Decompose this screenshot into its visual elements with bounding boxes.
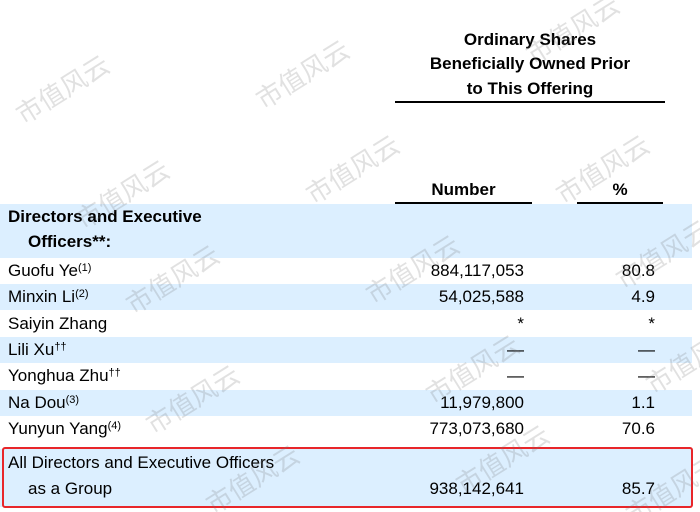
column-rule — [395, 202, 532, 204]
share-number: 884,117,053 — [430, 261, 524, 280]
share-percent: * — [648, 313, 655, 333]
person-name: Yunyun Yang(4) — [8, 419, 121, 439]
footnote-mark: †† — [54, 340, 67, 353]
share-number: 54,025,588 — [438, 287, 524, 307]
footnote-mark: †† — [108, 367, 121, 380]
share-number: * — [517, 313, 524, 333]
total-label: as a Group — [28, 479, 113, 498]
person-name: Na Dou(3) — [8, 393, 79, 413]
footnote-mark: (2) — [75, 288, 89, 301]
watermark: 市值风云 — [11, 50, 116, 131]
share-number: 11,979,800 — [440, 392, 524, 412]
share-percent: 70.6 — [621, 418, 655, 438]
section-label: Directors and Executive — [8, 207, 202, 226]
name-text: Na Dou — [8, 392, 66, 412]
share-number: 773,073,680 — [429, 418, 524, 438]
name-text: Lili Xu — [8, 339, 55, 359]
header-title: Beneficially Owned Prior — [429, 54, 631, 73]
column-rule — [577, 202, 663, 204]
share-percent: 4.9 — [631, 287, 655, 307]
share-number: — — [507, 339, 524, 359]
person-name: Minxin Li(2) — [8, 287, 89, 307]
person-name: Saiyin Zhang — [8, 314, 107, 334]
watermark: 市值风云 — [301, 130, 406, 211]
section-row: Directors and Executive Officers**: — [0, 204, 692, 258]
share-percent: — — [638, 339, 655, 359]
table-row: Yunyun Yang(4) 773,073,680 70.6 — [0, 416, 692, 442]
share-percent: — — [638, 366, 655, 386]
column-header: Number — [431, 180, 496, 199]
table-row: Saiyin Zhang * * — [0, 311, 692, 337]
person-name: Lili Xu†† — [8, 340, 67, 360]
table-row: Lili Xu†† — — — [0, 336, 692, 363]
share-number: — — [507, 366, 524, 386]
table-row: Minxin Li(2) 54,025,588 4.9 — [0, 284, 692, 311]
section-label: Officers**: — [28, 232, 112, 251]
total-number: 938,142,641 — [429, 479, 524, 498]
column-header: % — [612, 180, 628, 199]
table-row: Yonghua Zhu†† — — — [0, 363, 692, 389]
header-rule — [395, 101, 665, 103]
highlight-box — [2, 447, 693, 508]
total-label: All Directors and Executive Officers — [8, 453, 275, 472]
total-row: All Directors and Executive Officers as … — [0, 449, 692, 507]
table-row: Na Dou(3) 11,979,800 1.1 — [0, 389, 692, 416]
name-text: Saiyin Zhang — [8, 313, 108, 333]
share-percent: 1.1 — [631, 392, 655, 412]
name-text: Yunyun Yang — [8, 418, 108, 438]
person-name: Guofu Ye(1) — [8, 261, 91, 281]
name-text: Guofu Ye — [8, 261, 78, 280]
person-name: Yonghua Zhu†† — [8, 366, 121, 386]
header-title: Ordinary Shares — [463, 30, 597, 49]
footnote-mark: (4) — [107, 419, 122, 432]
share-percent: 80.8 — [621, 261, 655, 280]
watermark: 市值风云 — [251, 35, 356, 116]
footnote-mark: (3) — [65, 393, 80, 406]
footnote-mark: (1) — [77, 262, 92, 274]
header-title: to This Offering — [466, 79, 594, 98]
total-percent: 85.7 — [621, 479, 655, 498]
name-text: Minxin Li — [8, 287, 76, 307]
name-text: Yonghua Zhu — [8, 366, 109, 386]
table-row: Guofu Ye(1) 884,117,053 80.8 — [0, 258, 692, 284]
